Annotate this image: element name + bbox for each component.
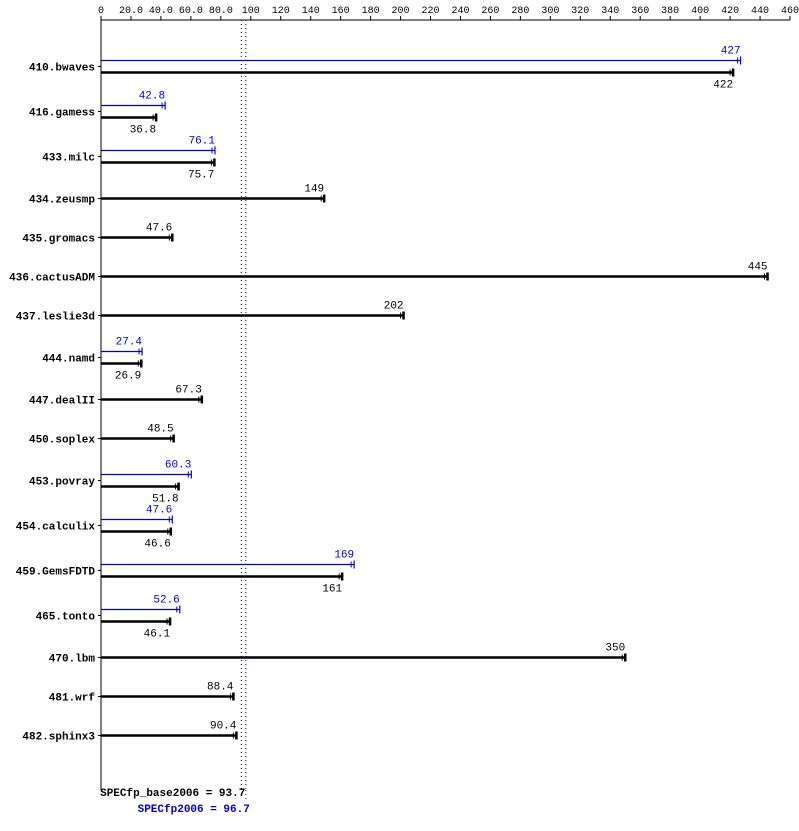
benchmark-label: 437.leslie3d bbox=[16, 312, 95, 324]
benchmark-label: 435.gromacs bbox=[22, 234, 95, 246]
x-axis-tick-label: 40.0 bbox=[149, 6, 173, 17]
peak-value-label: 42.8 bbox=[139, 91, 165, 103]
x-axis-tick-label: 20.0 bbox=[119, 6, 143, 17]
x-axis-tick-label: 280 bbox=[511, 6, 529, 17]
benchmark-label: 459.GemsFDTD bbox=[16, 567, 96, 579]
base-value-label: 75.7 bbox=[188, 170, 214, 182]
x-axis-tick-label: 200 bbox=[392, 6, 410, 17]
peak-value-label: 427 bbox=[721, 46, 741, 58]
benchmark-label: 433.milc bbox=[42, 153, 95, 165]
x-axis-tick-label: 420 bbox=[721, 6, 739, 17]
base-value-label: 88.4 bbox=[207, 682, 234, 694]
base-value-label: 36.8 bbox=[130, 125, 156, 137]
x-axis-tick-label: 360 bbox=[631, 6, 649, 17]
benchmark-label: 444.namd bbox=[42, 354, 95, 366]
x-axis-tick-label: 120 bbox=[272, 6, 290, 17]
x-axis-tick-label: 260 bbox=[481, 6, 499, 17]
benchmark-label: 465.tonto bbox=[36, 612, 96, 624]
peak-value-label: 76.1 bbox=[189, 136, 216, 148]
base-value-label: 445 bbox=[748, 262, 768, 274]
x-axis-tick-label: 380 bbox=[661, 6, 679, 17]
x-axis-tick-label: 240 bbox=[451, 6, 469, 17]
base-value-label: 46.1 bbox=[144, 629, 171, 641]
benchmark-label: 436.cactusADM bbox=[9, 273, 95, 285]
base-value-label: 67.3 bbox=[175, 385, 201, 397]
x-axis-tick-label: 220 bbox=[422, 6, 440, 17]
benchmark-label: 453.povray bbox=[29, 477, 95, 489]
x-axis-tick-label: 300 bbox=[541, 6, 559, 17]
benchmark-label: 434.zeusmp bbox=[29, 195, 95, 207]
benchmark-label: 447.dealII bbox=[29, 396, 95, 408]
peak-value-label: 47.6 bbox=[146, 505, 172, 517]
peak-footer-label: SPECfp2006 = 96.7 bbox=[138, 804, 250, 816]
base-value-label: 90.4 bbox=[210, 721, 237, 733]
base-value-label: 350 bbox=[605, 643, 625, 655]
x-axis-tick-label: 100 bbox=[242, 6, 260, 17]
peak-value-label: 60.3 bbox=[165, 460, 191, 472]
x-axis-tick-label: 0 bbox=[98, 6, 104, 17]
x-axis-tick-label: 440 bbox=[751, 6, 769, 17]
x-axis-tick-label: 180 bbox=[362, 6, 380, 17]
x-axis-tick-label: 160 bbox=[332, 6, 350, 17]
benchmark-label: 450.soplex bbox=[29, 435, 95, 447]
spec-benchmark-chart: 0 20.0 40.0 60.0 80.0 100 120 140 160 180 200 220 24… bbox=[0, 0, 799, 831]
x-axis-tick-label: 340 bbox=[601, 6, 619, 17]
x-axis-tick-label: 320 bbox=[571, 6, 589, 17]
baseline-footer-label: SPECfp_base2006 = 93.7 bbox=[100, 788, 245, 800]
x-axis-tick-label: 460 bbox=[781, 6, 799, 17]
base-value-label: 26.9 bbox=[115, 371, 141, 383]
x-axis-tick-label: 400 bbox=[691, 6, 709, 17]
x-axis-tick-label: 60.0 bbox=[179, 6, 203, 17]
benchmark-label: 481.wrf bbox=[49, 693, 96, 705]
base-value-label: 422 bbox=[713, 80, 733, 92]
x-axis-tick-label: 80.0 bbox=[209, 6, 233, 17]
x-axis-tick-label: 140 bbox=[302, 6, 320, 17]
peak-value-label: 27.4 bbox=[116, 337, 143, 349]
base-value-label: 202 bbox=[384, 301, 404, 313]
benchmark-label: 416.gamess bbox=[29, 108, 95, 120]
base-value-label: 161 bbox=[322, 584, 342, 596]
benchmark-label: 454.calculix bbox=[16, 522, 96, 534]
base-value-label: 149 bbox=[304, 184, 324, 196]
benchmark-label: 410.bwaves bbox=[29, 63, 95, 75]
benchmark-label: 482.sphinx3 bbox=[22, 732, 95, 744]
base-value-label: 46.6 bbox=[144, 539, 170, 551]
base-value-label: 47.6 bbox=[146, 223, 172, 235]
peak-value-label: 169 bbox=[334, 550, 354, 562]
peak-value-label: 52.6 bbox=[153, 595, 179, 607]
benchmark-label: 470.lbm bbox=[49, 654, 96, 666]
base-value-label: 48.5 bbox=[147, 424, 173, 436]
